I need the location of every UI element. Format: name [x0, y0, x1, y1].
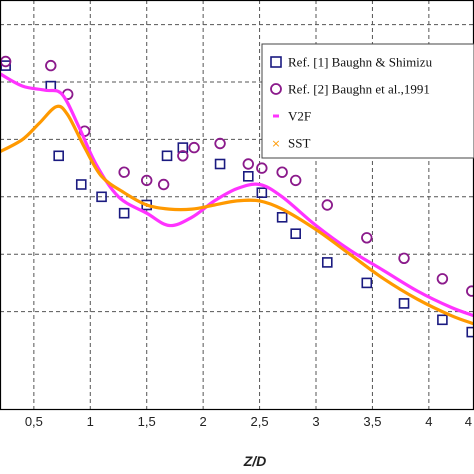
legend: Ref. [1] Baughn & Shimizu Ref. [2] Baughn… [261, 43, 474, 159]
data-point-circle [466, 285, 474, 297]
data-point-square [290, 228, 301, 239]
data-point-square [361, 277, 373, 289]
data-point-circle [361, 232, 373, 244]
legend-marker-x: × [271, 137, 280, 150]
legend-marker-square [270, 56, 282, 68]
data-point-square [242, 171, 254, 182]
data-point-circle [157, 178, 170, 191]
data-point-circle [276, 166, 288, 178]
data-point-square [321, 257, 333, 268]
data-point-square [437, 314, 448, 326]
x-tick-label: 4 [465, 414, 472, 429]
legend-label: Ref. [2] Baughn et al.,1991 [288, 82, 430, 97]
data-point-square [276, 212, 288, 223]
series-1 [0, 60, 474, 338]
x-tick-label: 4 [425, 414, 432, 429]
series-line [0, 104, 474, 326]
x-tick-label: 2 [200, 414, 207, 429]
legend-label: SST [288, 136, 310, 151]
data-point-square [75, 179, 87, 190]
x-axis-title: Z/D [243, 453, 267, 469]
data-point-circle [256, 162, 268, 174]
series-3 [0, 72, 474, 318]
data-point-circle [321, 199, 333, 211]
data-point-square [53, 150, 64, 162]
legend-marker-circle [270, 83, 282, 95]
data-point-square [0, 60, 11, 71]
legend-label: Ref. [1] Baughn & Shimizu [288, 55, 433, 70]
data-point-circle [188, 141, 200, 154]
data-point-square [256, 187, 268, 198]
x-tick-label: 1 [87, 414, 94, 429]
data-point-square [118, 207, 130, 219]
series-2 [0, 55, 474, 297]
data-point-circle [242, 158, 254, 170]
data-point-circle [118, 166, 130, 178]
x-tick-label: 1,5 [138, 414, 156, 429]
data-point-circle [141, 174, 153, 187]
data-point-square [96, 191, 107, 203]
x-tick-label: 3,5 [363, 414, 381, 429]
series-4 [0, 104, 474, 326]
data-point-square [214, 158, 226, 170]
legend-box [261, 43, 474, 159]
data-point-square [161, 150, 173, 162]
x-tick-label: 2,5 [251, 414, 269, 429]
data-point-circle [214, 137, 226, 150]
data-point-circle [436, 273, 449, 285]
data-point-circle [177, 150, 189, 162]
series-line [0, 72, 474, 318]
data-point-square [177, 142, 189, 153]
data-point-circle [398, 252, 410, 264]
x-tick-label: 0,5 [25, 414, 43, 429]
data-point-circle [289, 174, 302, 187]
x-tick-label: 3 [312, 414, 319, 429]
data-point-square [466, 326, 474, 338]
data-point-square [398, 298, 410, 309]
data-point-circle [45, 59, 57, 72]
series-layer [0, 55, 474, 338]
x-tick-labels: 0,5 1 1,5 2 2,5 3 3,5 4 4 [25, 414, 472, 429]
legend-label: V2F [288, 109, 311, 124]
